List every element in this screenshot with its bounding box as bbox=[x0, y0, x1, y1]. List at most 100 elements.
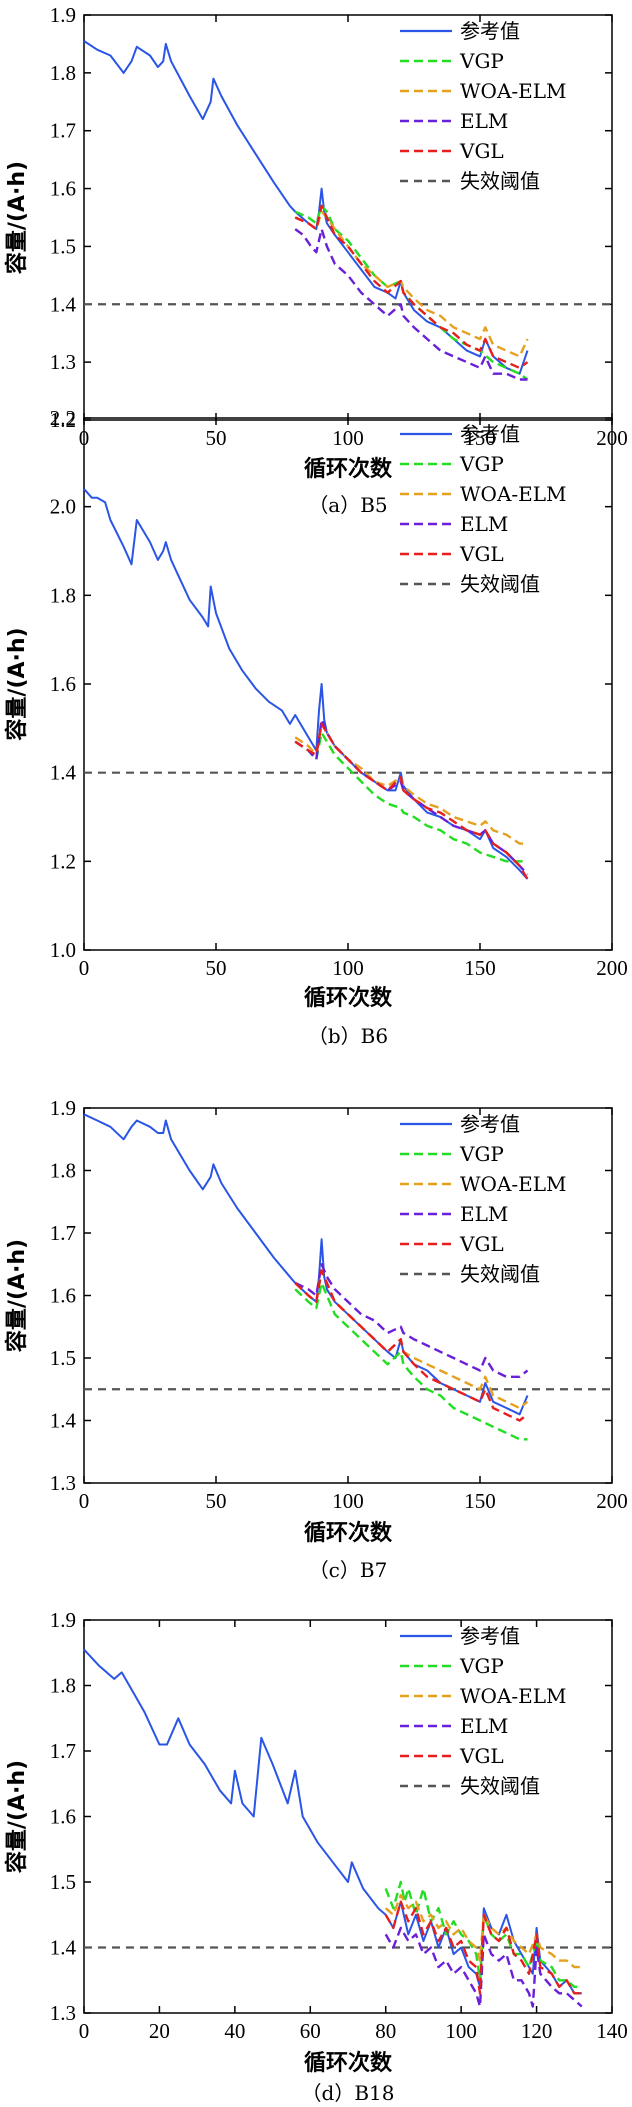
y-tick-label: 1.5 bbox=[50, 1870, 76, 1894]
y-axis-label: 容量/(A·h) bbox=[4, 161, 30, 274]
y-axis-label: 容量/(A·h) bbox=[4, 1760, 30, 1873]
x-axis-label: 循环次数 bbox=[304, 456, 393, 482]
x-tick-label: 200 bbox=[596, 1489, 628, 1513]
legend-label: 失效阈值 bbox=[460, 572, 540, 596]
y-tick-label: 1.0 bbox=[50, 938, 76, 962]
figure-caption: （c）B7 bbox=[309, 1558, 388, 1582]
y-tick-label: 1.7 bbox=[50, 1221, 76, 1245]
y-tick-label: 1.7 bbox=[50, 1739, 76, 1763]
y-tick-label: 1.9 bbox=[50, 1608, 76, 1632]
y-tick-label: 1.4 bbox=[50, 1936, 77, 1960]
y-tick-label: 1.2 bbox=[50, 849, 76, 873]
x-tick-label: 20 bbox=[149, 2019, 170, 2043]
y-tick-label: 1.7 bbox=[50, 119, 76, 143]
series-line bbox=[294, 1269, 529, 1410]
x-axis-label: 循环次数 bbox=[304, 1520, 393, 1546]
y-tick-label: 1.8 bbox=[50, 1159, 76, 1183]
series-line bbox=[294, 1263, 529, 1379]
y-tick-label: 1.8 bbox=[50, 583, 76, 607]
legend-label: WOA-ELM bbox=[460, 1684, 567, 1708]
chart-panel: 0 20 40 60 80 100 120 140 1.3 1.4 1.5 1.6 1.7 1.8 1.9 循… bbox=[4, 1608, 628, 2105]
y-tick-label: 1.9 bbox=[50, 3, 76, 27]
series-line bbox=[294, 204, 529, 370]
y-tick-label: 1.6 bbox=[50, 1284, 76, 1308]
figure-caption: （b）B6 bbox=[308, 1024, 388, 1048]
plot-frame bbox=[83, 14, 613, 421]
x-tick-label: 120 bbox=[521, 2019, 553, 2043]
legend-label: 参考值 bbox=[460, 19, 520, 43]
series-line bbox=[294, 227, 528, 381]
y-tick-label: 1.6 bbox=[50, 177, 76, 201]
y-tick-label: 1.6 bbox=[50, 672, 76, 696]
legend-label: VGP bbox=[459, 1142, 504, 1166]
series-line bbox=[294, 722, 528, 845]
figure-caption: （d）B18 bbox=[302, 2081, 395, 2105]
x-tick-label: 100 bbox=[332, 1489, 364, 1513]
legend-label: ELM bbox=[460, 512, 508, 536]
series-line bbox=[83, 488, 529, 880]
x-axis-label: 循环次数 bbox=[304, 985, 393, 1011]
x-tick-label: 100 bbox=[332, 956, 364, 980]
y-tick-label: 1.9 bbox=[50, 1096, 76, 1120]
x-tick-label: 60 bbox=[300, 2019, 321, 2043]
legend-label: WOA-ELM bbox=[460, 482, 567, 506]
legend-label: VGL bbox=[459, 1232, 504, 1256]
x-tick-label: 150 bbox=[464, 426, 496, 450]
legend-label: 参考值 bbox=[460, 1624, 520, 1648]
y-tick-label: 1.3 bbox=[50, 1471, 76, 1495]
legend-label: 参考值 bbox=[460, 1112, 520, 1136]
y-tick-label: 1.8 bbox=[50, 61, 76, 85]
x-tick-label: 150 bbox=[464, 956, 496, 980]
x-tick-label: 0 bbox=[79, 956, 90, 980]
legend-label: 失效阈值 bbox=[460, 1774, 540, 1798]
legend-label: WOA-ELM bbox=[460, 1172, 567, 1196]
legend-label: 失效阈值 bbox=[460, 1262, 540, 1286]
y-tick-label: 1.5 bbox=[50, 1346, 76, 1370]
y-tick-label: 1.5 bbox=[50, 234, 76, 258]
plot-frame bbox=[83, 1107, 613, 1484]
x-tick-label: 0 bbox=[79, 2019, 90, 2043]
y-tick-label: 1.3 bbox=[50, 350, 76, 374]
legend-label: VGL bbox=[459, 542, 504, 566]
series-line bbox=[294, 722, 529, 880]
legend-label: VGL bbox=[459, 139, 504, 163]
series-line bbox=[294, 1281, 528, 1441]
chart-panel: 0 50 100 150 200 1.3 1.4 1.5 1.6 1.7 1.8 1.9 循环次数 容量/… bbox=[4, 1096, 628, 1582]
y-axis-label: 容量/(A·h) bbox=[4, 627, 30, 740]
y-tick-label: 2.0 bbox=[50, 495, 76, 519]
series-line bbox=[294, 718, 529, 876]
x-tick-label: 100 bbox=[445, 2019, 477, 2043]
x-axis-label: 循环次数 bbox=[304, 2050, 393, 2076]
legend-label: VGP bbox=[459, 49, 504, 73]
x-tick-label: 50 bbox=[206, 1489, 227, 1513]
legend-label: VGP bbox=[459, 452, 504, 476]
y-tick-label: 1.3 bbox=[50, 2001, 76, 2025]
y-tick-label: 1.4 bbox=[50, 761, 77, 785]
legend-label: 失效阈值 bbox=[460, 169, 540, 193]
y-tick-label: 1.2 bbox=[50, 408, 76, 432]
series-line bbox=[294, 731, 528, 863]
x-tick-label: 0 bbox=[79, 1489, 90, 1513]
y-tick-label: 1.6 bbox=[50, 1805, 76, 1829]
series-line bbox=[384, 1900, 582, 1995]
x-tick-label: 50 bbox=[206, 956, 227, 980]
x-tick-label: 40 bbox=[224, 2019, 245, 2043]
y-tick-label: 1.4 bbox=[50, 292, 77, 316]
legend-label: ELM bbox=[460, 109, 508, 133]
y-axis-label: 容量/(A·h) bbox=[4, 1239, 30, 1352]
x-tick-label: 50 bbox=[206, 426, 227, 450]
x-tick-label: 140 bbox=[596, 2019, 628, 2043]
series-line bbox=[294, 1269, 529, 1422]
legend-label: WOA-ELM bbox=[460, 79, 567, 103]
chart-panel: 0 50 100 150 2001.01.21.41.61.82.02.2循环次数容量/… bbox=[4, 406, 628, 1048]
x-tick-label: 100 bbox=[332, 426, 364, 450]
series-line bbox=[384, 1926, 583, 2008]
chart-panel: 0 50 100 150 2001.21.31.41.51.61.71.81.9循环次数… bbox=[4, 3, 628, 517]
y-tick-label: 1.8 bbox=[50, 1674, 76, 1698]
x-tick-label: 200 bbox=[596, 956, 628, 980]
series-line bbox=[294, 210, 529, 358]
y-tick-label: 1.4 bbox=[50, 1409, 77, 1433]
legend-label: ELM bbox=[460, 1714, 508, 1738]
legend-label: ELM bbox=[460, 1202, 508, 1226]
figure-caption: （a）B5 bbox=[308, 493, 387, 517]
